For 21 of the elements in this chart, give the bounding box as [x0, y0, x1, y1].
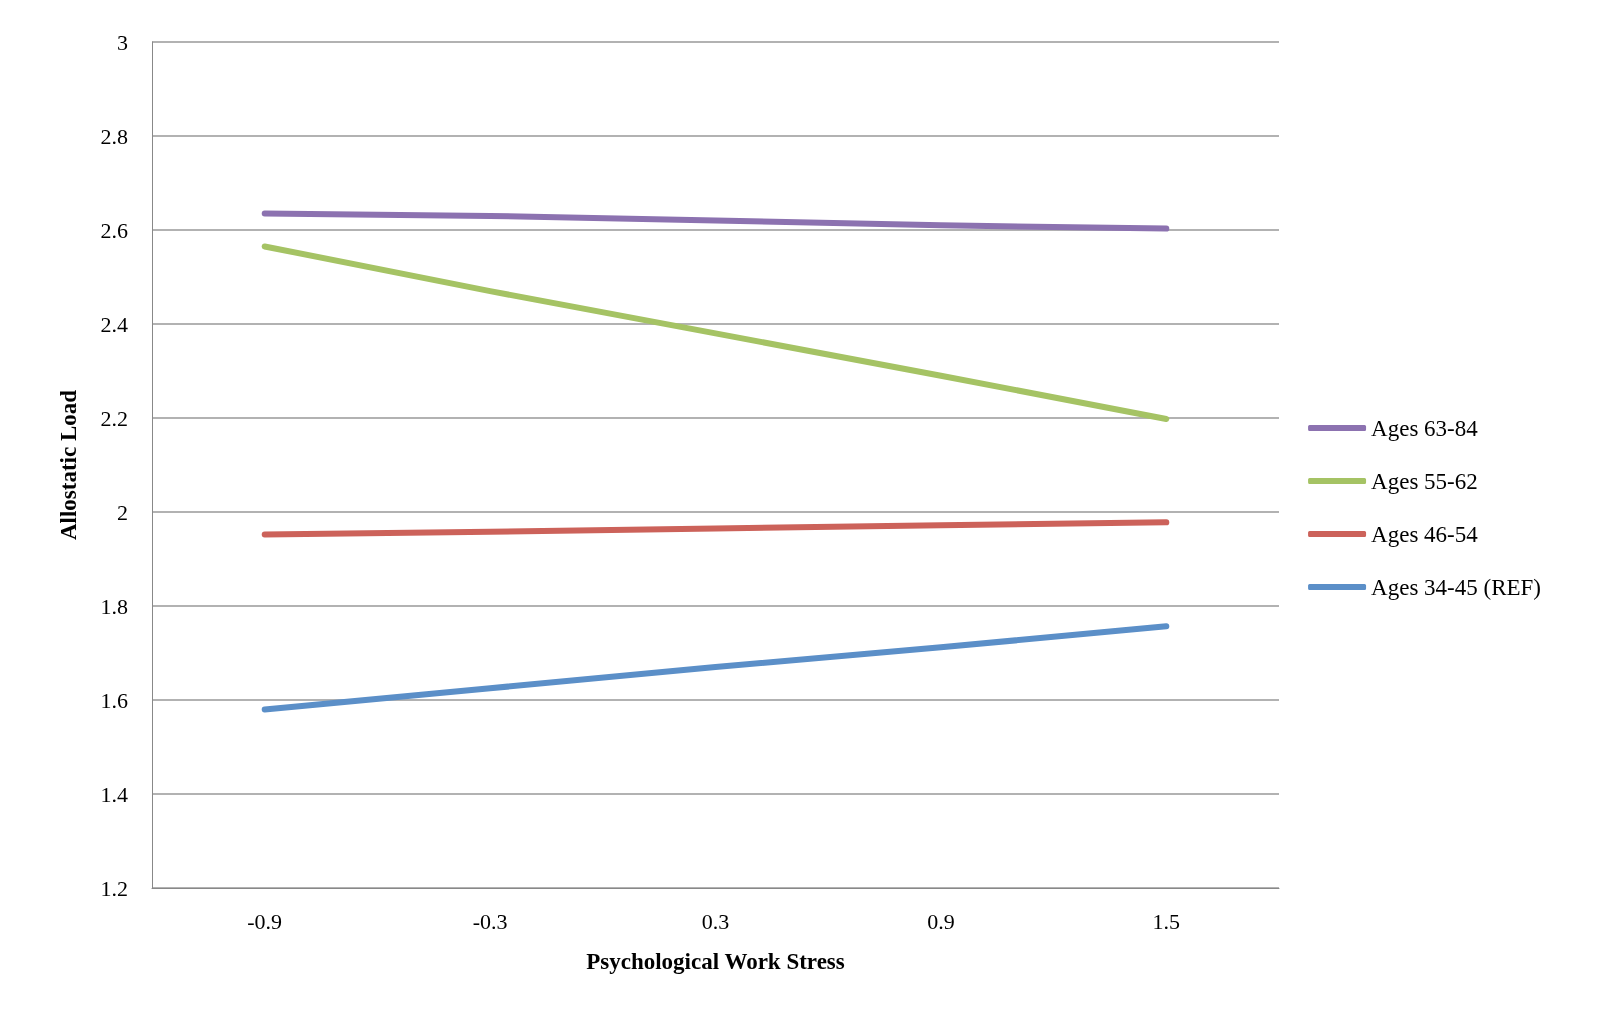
legend-label: Ages 34-45 (REF) [1371, 574, 1542, 600]
y-axis-title: Allostatic Load [56, 389, 81, 541]
x-tick-label: -0.9 [247, 908, 283, 934]
x-tick-label: 1.5 [1152, 908, 1181, 934]
y-tick-label: 1.8 [100, 593, 128, 619]
y-tick-label: 3 [117, 29, 128, 55]
y-tick-label: 1.4 [100, 781, 128, 807]
legend-label: Ages 46-54 [1371, 521, 1479, 547]
legend-label: Ages 55-62 [1371, 468, 1478, 494]
legend-label: Ages 63-84 [1371, 415, 1479, 441]
x-tick-label: 0.9 [927, 908, 955, 934]
y-tick-label: 2 [117, 499, 128, 525]
y-tick-label: 2.2 [100, 405, 128, 431]
x-tick-label: -0.3 [472, 908, 508, 934]
y-tick-label: 2.8 [100, 123, 128, 149]
y-tick-label: 1.6 [100, 687, 128, 713]
y-tick-label: 1.2 [100, 875, 128, 901]
y-tick-label: 2.6 [100, 217, 128, 243]
x-axis-title: Psychological Work Stress [586, 949, 845, 974]
y-tick-label: 2.4 [100, 311, 128, 337]
x-tick-label: 0.3 [701, 908, 730, 934]
